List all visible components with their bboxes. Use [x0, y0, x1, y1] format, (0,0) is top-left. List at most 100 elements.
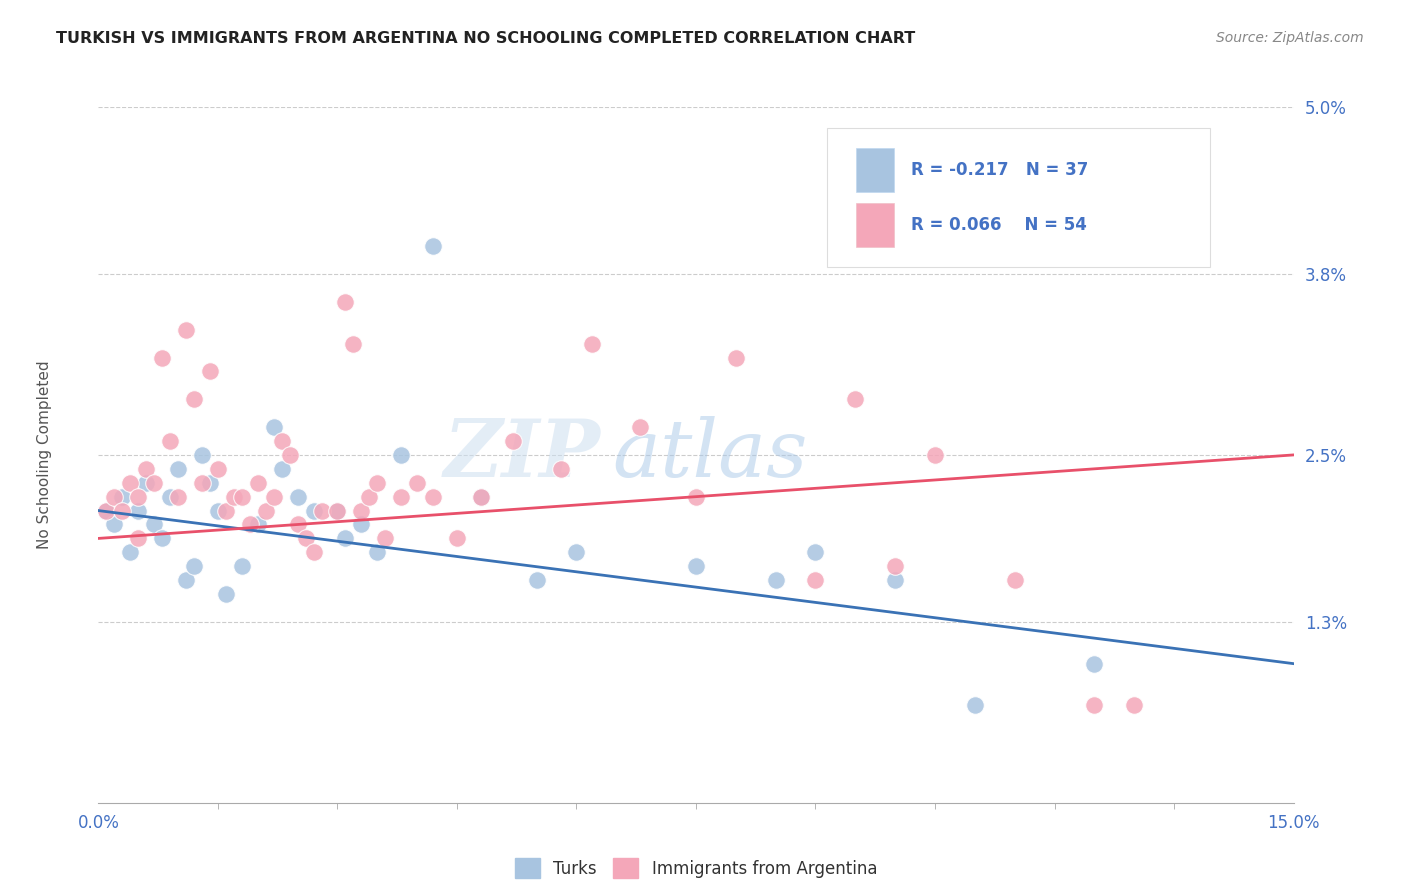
Point	[350, 517, 373, 532]
Point	[526, 573, 548, 587]
Point	[804, 545, 827, 559]
Point	[231, 490, 253, 504]
Point	[550, 462, 572, 476]
Point	[167, 462, 190, 476]
Point	[111, 490, 134, 504]
Point	[287, 490, 309, 504]
Point	[207, 462, 229, 476]
Point	[422, 490, 444, 504]
Point	[270, 434, 292, 448]
Point	[246, 475, 269, 490]
Point	[278, 448, 301, 462]
Legend: Turks, Immigrants from Argentina: Turks, Immigrants from Argentina	[508, 851, 884, 885]
Point	[446, 532, 468, 546]
Text: R = 0.066    N = 54: R = 0.066 N = 54	[911, 216, 1087, 234]
Point	[359, 490, 381, 504]
Point	[127, 490, 149, 504]
Point	[1083, 657, 1105, 671]
Point	[120, 545, 142, 559]
Point	[628, 420, 651, 434]
Point	[924, 448, 946, 462]
Point	[389, 448, 412, 462]
Point	[96, 503, 118, 517]
Point	[366, 475, 388, 490]
Point	[724, 351, 747, 365]
Point	[422, 239, 444, 253]
Point	[302, 545, 325, 559]
Text: ZIP: ZIP	[443, 417, 600, 493]
Point	[685, 559, 707, 574]
Point	[167, 490, 190, 504]
Point	[884, 559, 907, 574]
Point	[311, 503, 333, 517]
Point	[844, 392, 866, 407]
FancyBboxPatch shape	[827, 128, 1209, 267]
Point	[111, 503, 134, 517]
Point	[120, 475, 142, 490]
Point	[135, 475, 157, 490]
Point	[1004, 573, 1026, 587]
Point	[215, 503, 238, 517]
Point	[502, 434, 524, 448]
Point	[1083, 698, 1105, 713]
Point	[326, 503, 349, 517]
Point	[765, 573, 787, 587]
Point	[191, 448, 214, 462]
Point	[174, 323, 197, 337]
Point	[470, 490, 492, 504]
Point	[263, 420, 285, 434]
Point	[406, 475, 429, 490]
FancyBboxPatch shape	[856, 203, 894, 246]
Point	[884, 573, 907, 587]
Point	[804, 573, 827, 587]
Point	[287, 517, 309, 532]
Point	[183, 559, 205, 574]
Point	[335, 532, 357, 546]
Point	[350, 503, 373, 517]
Point	[191, 475, 214, 490]
Point	[150, 532, 173, 546]
Point	[389, 490, 412, 504]
Point	[239, 517, 262, 532]
Point	[215, 587, 238, 601]
Point	[207, 503, 229, 517]
Point	[1123, 698, 1146, 713]
Point	[183, 392, 205, 407]
Point	[581, 336, 603, 351]
Point	[198, 364, 221, 378]
Point	[159, 490, 181, 504]
Text: TURKISH VS IMMIGRANTS FROM ARGENTINA NO SCHOOLING COMPLETED CORRELATION CHART: TURKISH VS IMMIGRANTS FROM ARGENTINA NO …	[56, 31, 915, 46]
Point	[127, 503, 149, 517]
Point	[150, 351, 173, 365]
Point	[254, 503, 277, 517]
Point	[374, 532, 396, 546]
Point	[103, 517, 125, 532]
Point	[135, 462, 157, 476]
Point	[963, 698, 986, 713]
Text: R = -0.217   N = 37: R = -0.217 N = 37	[911, 161, 1088, 179]
Point	[103, 490, 125, 504]
Point	[270, 462, 292, 476]
Text: No Schooling Completed: No Schooling Completed	[37, 360, 52, 549]
Point	[159, 434, 181, 448]
Point	[96, 503, 118, 517]
Point	[143, 475, 166, 490]
Point	[302, 503, 325, 517]
Point	[685, 490, 707, 504]
Text: atlas: atlas	[613, 417, 807, 493]
Point	[127, 532, 149, 546]
Text: Source: ZipAtlas.com: Source: ZipAtlas.com	[1216, 31, 1364, 45]
Point	[294, 532, 316, 546]
Point	[231, 559, 253, 574]
Point	[565, 545, 588, 559]
Point	[174, 573, 197, 587]
Point	[198, 475, 221, 490]
Point	[342, 336, 364, 351]
Point	[263, 490, 285, 504]
FancyBboxPatch shape	[856, 148, 894, 192]
Point	[470, 490, 492, 504]
Point	[335, 294, 357, 309]
Point	[326, 503, 349, 517]
Point	[366, 545, 388, 559]
Point	[246, 517, 269, 532]
